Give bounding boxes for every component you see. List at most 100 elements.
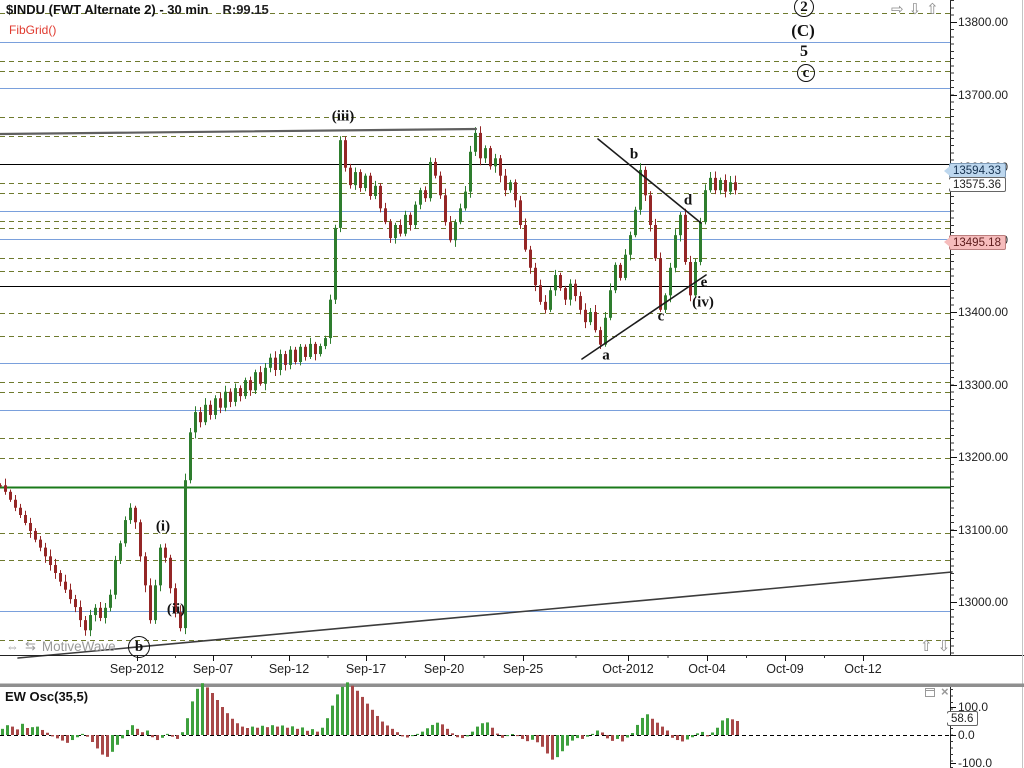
candle-body: [164, 547, 167, 558]
study-label-fibgrid[interactable]: FibGrid(): [9, 23, 57, 37]
candle-body: [619, 264, 622, 278]
candle-body: [84, 620, 87, 631]
wave-label: (iii): [331, 108, 355, 125]
oscillator-label[interactable]: EW Osc(35,5): [5, 689, 89, 704]
candle-body: [214, 398, 217, 415]
osc-bar: [701, 731, 704, 735]
candle-body: [79, 607, 82, 621]
osc-bar: [666, 730, 669, 735]
osc-bar: [156, 735, 159, 741]
panel-splitter[interactable]: [0, 683, 1024, 688]
osc-bar: [651, 718, 654, 735]
pan-horizontal-icon[interactable]: ⇔: [6, 638, 19, 654]
candle-body: [549, 290, 552, 310]
wave-label: (C): [791, 21, 815, 40]
osc-bar: [726, 718, 729, 735]
candle-body: [134, 507, 137, 523]
osc-bar: [236, 723, 239, 735]
price-axis-label: 13300.00: [958, 377, 1009, 392]
close-panel-icon[interactable]: ×: [941, 684, 949, 699]
candle-body: [14, 499, 17, 508]
osc-bar: [266, 727, 269, 735]
candle-body: [394, 225, 397, 239]
candle-body: [519, 200, 522, 225]
osc-bar: [441, 724, 444, 735]
osc-bar: [261, 725, 264, 735]
osc-bar: [381, 721, 384, 735]
oscillator-canvas[interactable]: [0, 687, 950, 768]
osc-bar: [521, 735, 524, 739]
scroll-up-icon[interactable]: ⇧: [926, 1, 939, 18]
price-axis-label: 13100.00: [958, 522, 1009, 537]
osc-bar: [611, 735, 614, 741]
candle-body: [494, 158, 497, 167]
wave-label: 5: [800, 43, 808, 60]
osc-bar: [686, 735, 689, 740]
osc-bar: [91, 735, 94, 742]
pan-swap-icon[interactable]: ⇆: [25, 638, 36, 653]
osc-bar: [246, 728, 249, 735]
scroll-right-icon[interactable]: ⇨: [891, 1, 904, 18]
candle-body: [349, 167, 352, 186]
osc-bar: [626, 735, 629, 738]
osc-bar: [706, 735, 709, 737]
osc-bar: [491, 727, 494, 735]
scroll-down-icon[interactable]: ⇩: [908, 1, 922, 18]
candle-body: [689, 261, 692, 296]
osc-bar: [621, 735, 624, 742]
osc-bar: [271, 725, 274, 735]
candle-body: [39, 539, 42, 548]
osc-bar: [511, 734, 514, 735]
candle-body: [709, 177, 712, 191]
osc-bar: [121, 735, 124, 739]
candle-body: [249, 380, 252, 391]
osc-bar: [736, 721, 739, 735]
candle-body: [474, 132, 477, 152]
candle-body: [359, 172, 362, 189]
osc-bar: [681, 735, 684, 742]
osc-bar: [336, 694, 339, 735]
candle-body: [534, 267, 537, 286]
candle-body: [424, 190, 427, 199]
osc-bar: [306, 730, 309, 735]
osc-bar: [431, 724, 434, 735]
osc-bar: [81, 733, 84, 735]
osc-bar: [566, 735, 569, 746]
wave-label: (i): [155, 518, 171, 535]
candle-body: [604, 317, 607, 345]
date-label: Sep-17: [345, 662, 387, 676]
watermark: ⇔ ⇆ MotiveWave: [6, 638, 116, 654]
candle-body: [174, 588, 177, 613]
wave-label: b: [128, 636, 150, 658]
candle-body: [694, 261, 697, 296]
price-axis-label: 13800.00: [958, 15, 1009, 29]
date-label: Sep-2012: [109, 662, 165, 676]
oscillator-panel-icons: ×: [925, 684, 949, 699]
osc-bar: [176, 735, 179, 739]
price-chart-canvas[interactable]: [0, 0, 950, 655]
osc-bar: [646, 714, 649, 735]
osc-bar: [326, 718, 329, 735]
osc-axis-label: -100.0: [958, 756, 993, 768]
candle-body: [184, 480, 187, 629]
osc-bar: [186, 718, 189, 735]
candle-body: [659, 258, 662, 310]
price-axis-label: 13400.00: [958, 305, 1009, 319]
candle-body: [74, 599, 77, 608]
candle-body: [579, 296, 582, 310]
scale-up-icon[interactable]: ⇧: [920, 638, 933, 655]
osc-bar: [571, 735, 574, 741]
candle-body: [304, 346, 307, 357]
osc-bar: [216, 700, 219, 735]
osc-bar: [616, 735, 619, 739]
scale-down-icon[interactable]: ⇩: [937, 638, 951, 655]
price-badge: 13495.18: [944, 234, 1006, 250]
candle-body: [179, 612, 182, 629]
chart-title: $INDU (FWT Alternate 2) - 30 min: [6, 2, 209, 17]
candle-body: [559, 275, 562, 289]
candle-body: [149, 585, 152, 621]
osc-bar: [696, 733, 699, 735]
osc-bar: [396, 732, 399, 735]
maximize-panel-icon[interactable]: [925, 687, 935, 697]
